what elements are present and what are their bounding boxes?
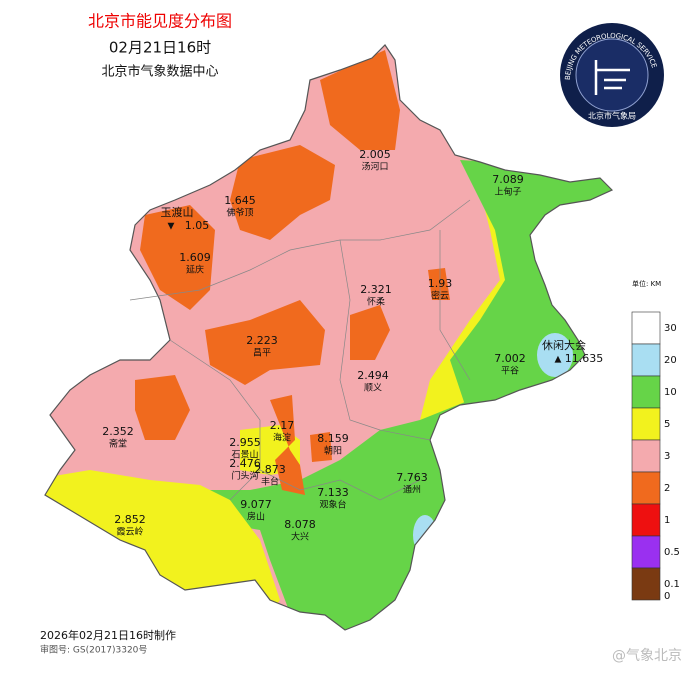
station-name: 斋堂	[109, 438, 127, 450]
legend-label: 0.1	[664, 579, 680, 590]
zone-2-3	[320, 50, 400, 150]
station-name: 顺义	[364, 383, 382, 394]
footer-approval: 审图号: GS(2017)3320号	[40, 644, 147, 656]
legend-label: 0	[664, 591, 670, 602]
legend-swatch	[631, 567, 661, 601]
zone-2-3	[270, 395, 305, 495]
legend-swatch	[631, 439, 661, 473]
station-marker: ▲	[555, 355, 562, 365]
zone-2-3	[310, 432, 332, 462]
station-marker: ▼	[168, 222, 175, 232]
map-title: 北京市能见度分布图	[88, 12, 232, 31]
station-name: 大兴	[291, 531, 309, 543]
footer-made: 2026年02月21日16时制作	[40, 628, 176, 642]
watermark: @气象北京	[612, 648, 682, 664]
station-value: 2.321	[360, 283, 392, 296]
zone-2-3	[350, 305, 390, 360]
station-name: 丰台	[261, 476, 279, 488]
map-time: 02月21日16时	[109, 39, 211, 57]
station-name: 佛爷顶	[226, 207, 253, 219]
legend-label: 0.5	[664, 547, 680, 558]
station-value: 2.223	[246, 334, 278, 347]
station-value: 2.17	[270, 419, 295, 432]
legend-unit: 单位: KM	[632, 279, 661, 288]
station-value: 2.955	[229, 436, 261, 449]
station-name: 平谷	[501, 366, 519, 377]
legend-label: 30	[664, 323, 677, 334]
legend-swatch	[631, 407, 661, 441]
station-value: 1.93	[428, 277, 453, 290]
legend-label: 1	[664, 515, 670, 526]
station-name: 石景山	[231, 450, 258, 461]
legend-swatch	[631, 375, 661, 409]
station-value: 2.476	[229, 457, 261, 470]
station-value: 11.635	[565, 352, 604, 365]
logo-name: 北京市气象局	[588, 111, 636, 121]
zone-20-30	[537, 333, 573, 377]
district-border	[129, 199, 471, 301]
legend-label: 20	[664, 355, 677, 366]
district-border	[439, 230, 471, 381]
logo-glyph	[594, 60, 630, 95]
district-borders	[129, 199, 471, 501]
station-value: 1.609	[179, 251, 211, 264]
district-border	[169, 339, 261, 501]
legend-label: 3	[664, 451, 670, 462]
station-name: 门头沟	[231, 470, 258, 482]
station-value: 1.05	[185, 219, 210, 232]
station-name: 房山	[247, 511, 265, 523]
legend: 单位: KM 30 20 10 5 3 2 1 0.5 0.10	[631, 279, 680, 602]
station-value: 7.133	[317, 486, 349, 499]
station-value: 7.002	[494, 352, 526, 365]
station-value: 7.763	[396, 471, 428, 484]
zone-20-30	[413, 515, 437, 555]
legend-label: 10	[664, 387, 677, 398]
station-name: 密云	[431, 290, 449, 302]
map-org: 北京市气象数据中心	[101, 64, 218, 80]
station-name: 延庆	[186, 264, 204, 276]
district-border	[339, 239, 431, 441]
zone-2-3	[135, 375, 190, 440]
station-value: 8.159	[317, 432, 349, 445]
station-value: 7.089	[492, 173, 524, 186]
station-value: 2.494	[357, 369, 389, 382]
legend-label: 2	[664, 483, 670, 494]
station-name: 通州	[403, 485, 421, 496]
station-name: 观象台	[319, 499, 346, 511]
station-name: 霞云岭	[116, 526, 143, 538]
zone-2-3	[230, 145, 335, 240]
logo: BEIJING METEOROLOGICAL SERVICE 北京市气象局	[560, 23, 664, 127]
city-border	[44, 44, 614, 631]
station-name: 上甸子	[494, 186, 521, 198]
zone-2-3	[140, 205, 215, 310]
zone-2-3	[428, 268, 450, 300]
station-name: 昌平	[253, 348, 271, 359]
station-value: 1.645	[224, 194, 256, 207]
station-name: 休闲大会	[542, 338, 586, 352]
station-name: 怀柔	[367, 296, 385, 308]
station-value: 2.352	[102, 425, 134, 438]
station-value: 2.005	[359, 148, 391, 161]
station-name: 海淀	[273, 432, 291, 444]
station-name: 汤河口	[361, 161, 388, 173]
station-value: 9.077	[240, 498, 272, 511]
station-value: 2.873	[254, 463, 286, 476]
station-name: 玉渡山	[161, 205, 194, 219]
district-border	[259, 469, 421, 501]
legend-swatch	[631, 535, 661, 569]
station-value: 2.852	[114, 513, 146, 526]
legend-label: 5	[664, 419, 670, 430]
legend-swatch	[631, 503, 661, 537]
legend-swatch	[631, 343, 661, 377]
zone-2-3	[205, 300, 325, 385]
legend-swatch	[631, 471, 661, 505]
legend-swatch	[631, 311, 661, 345]
station-name: 朝阳	[324, 446, 342, 457]
station-value: 8.078	[284, 518, 316, 531]
logo-inner	[575, 38, 649, 112]
